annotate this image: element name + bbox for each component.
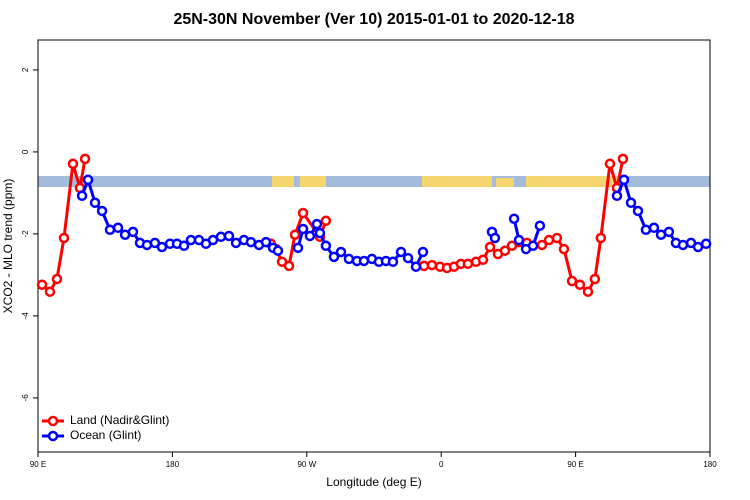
point	[663, 226, 675, 238]
point	[215, 231, 227, 243]
point	[617, 153, 629, 165]
point	[692, 241, 704, 253]
y-tick-label: -6	[21, 394, 30, 402]
x-tick-label: 90 W	[297, 460, 316, 469]
y-tick-label: 0	[21, 149, 30, 154]
y-axis-label: XCO2 - MLO trend (ppm)	[1, 179, 15, 314]
point	[700, 238, 712, 249]
point	[76, 190, 88, 202]
point	[640, 224, 652, 236]
point	[178, 240, 190, 252]
land-ocean-strip	[38, 176, 710, 187]
point	[292, 242, 304, 254]
point	[311, 218, 323, 230]
point	[582, 286, 594, 297]
point	[104, 224, 116, 236]
x-tick-label: 90 E	[30, 460, 46, 469]
point	[283, 260, 295, 272]
legend-marker	[47, 415, 59, 427]
y-tick-label: 2	[21, 67, 30, 72]
point	[36, 279, 48, 290]
point	[611, 190, 623, 202]
point	[566, 275, 578, 287]
x-tick-label: 180	[703, 460, 717, 469]
point	[112, 222, 124, 234]
x-tick-label: 0	[439, 460, 444, 469]
point	[96, 205, 108, 217]
point	[297, 223, 309, 235]
x-tick-label: 180	[166, 460, 180, 469]
point	[127, 226, 139, 238]
point	[387, 256, 399, 268]
point	[402, 252, 414, 264]
point	[89, 197, 101, 209]
point	[260, 236, 272, 248]
y-tick-label: -4	[21, 312, 30, 320]
point	[417, 246, 429, 258]
point	[343, 253, 355, 265]
point	[320, 215, 332, 227]
point	[51, 273, 63, 285]
point	[223, 230, 235, 242]
point	[335, 246, 347, 258]
point	[508, 213, 520, 224]
point	[304, 230, 316, 242]
x-axis-label: Longitude (deg E)	[326, 475, 421, 489]
point	[589, 273, 601, 285]
legend-marker	[47, 430, 59, 442]
point	[648, 222, 660, 234]
series-line	[80, 175, 707, 270]
point	[79, 153, 91, 165]
point	[185, 234, 197, 246]
point	[67, 158, 79, 170]
point	[328, 251, 340, 263]
point	[272, 245, 284, 256]
point	[245, 236, 257, 248]
point	[410, 261, 422, 272]
legend-label: Ocean (Glint)	[70, 428, 141, 442]
point	[289, 229, 301, 240]
point	[625, 197, 637, 209]
point	[462, 258, 474, 270]
point	[320, 240, 332, 252]
point	[618, 174, 630, 186]
point	[82, 174, 94, 186]
point	[44, 286, 56, 297]
y-tick-label: -2	[21, 230, 30, 238]
point	[677, 239, 689, 251]
x-tick-label: 90 E	[567, 460, 583, 469]
point	[534, 220, 546, 231]
point	[58, 232, 70, 244]
point	[595, 232, 607, 244]
point	[604, 158, 616, 170]
chart-title: 25N-30N November (Ver 10) 2015-01-01 to …	[173, 11, 574, 28]
point	[297, 207, 309, 219]
point	[156, 241, 168, 253]
point	[513, 234, 525, 246]
point	[574, 279, 586, 290]
point	[527, 240, 539, 252]
point	[558, 243, 570, 255]
point	[477, 254, 489, 265]
point	[426, 259, 438, 271]
point	[499, 245, 511, 256]
point	[489, 232, 501, 244]
point	[632, 205, 644, 217]
legend-label: Land (Nadir&Glint)	[70, 413, 169, 427]
point	[484, 241, 496, 253]
point	[551, 232, 563, 244]
point	[314, 227, 326, 239]
point	[395, 246, 407, 258]
